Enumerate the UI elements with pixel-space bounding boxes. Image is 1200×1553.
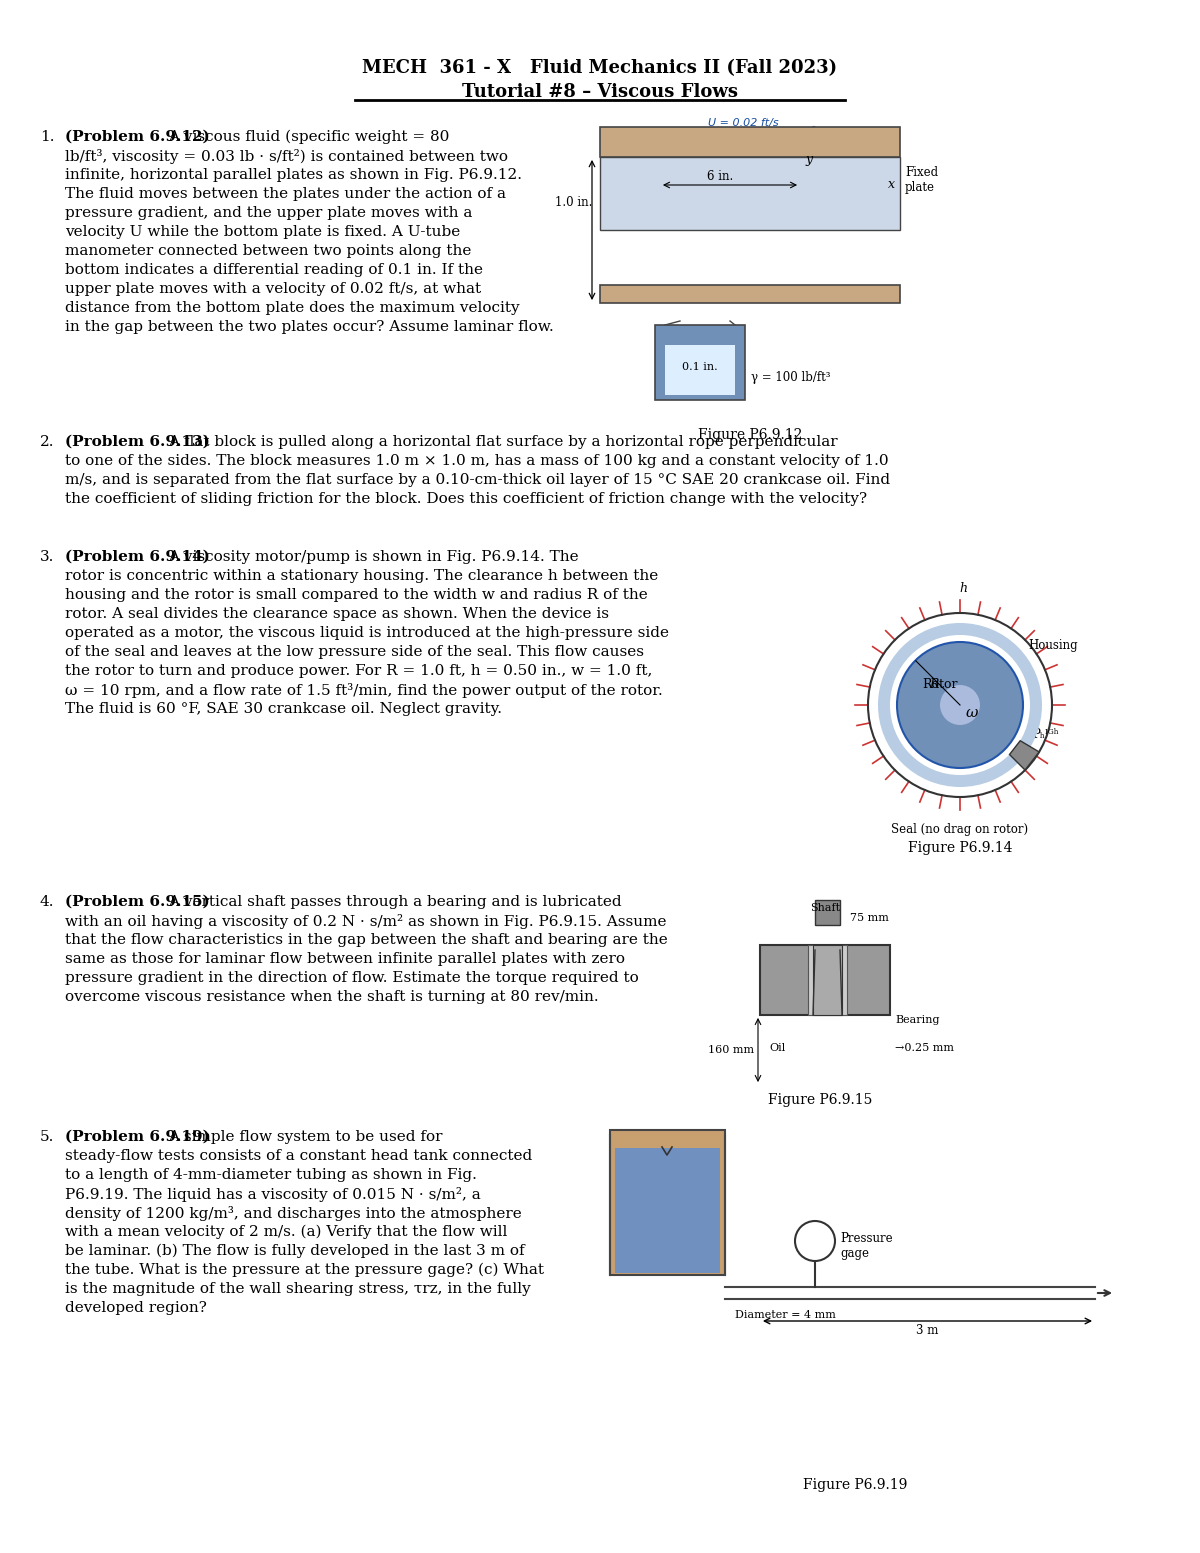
Text: U = 0.02 ft/s: U = 0.02 ft/s	[708, 118, 779, 127]
Text: ω: ω	[966, 707, 978, 721]
Text: 1.: 1.	[40, 130, 54, 144]
Text: infinite, horizontal parallel plates as shown in Fig. P6.9.12.: infinite, horizontal parallel plates as …	[65, 168, 522, 182]
Text: lb/ft³, viscosity = 0.03 lb · s/ft²) is contained between two: lb/ft³, viscosity = 0.03 lb · s/ft²) is …	[65, 149, 508, 165]
Text: x: x	[888, 179, 895, 191]
Text: bottom indicates a differential reading of 0.1 in. If the: bottom indicates a differential reading …	[65, 262, 482, 276]
Text: to a length of 4-mm-diameter tubing as shown in Fig.: to a length of 4-mm-diameter tubing as s…	[65, 1168, 476, 1182]
Text: 3 m: 3 m	[917, 1325, 938, 1337]
Text: 75 mm: 75 mm	[850, 913, 889, 922]
Text: ω = 10 rpm, and a flow rate of 1.5 ft³/min, find the power output of the rotor.: ω = 10 rpm, and a flow rate of 1.5 ft³/m…	[65, 683, 662, 697]
Text: 2.: 2.	[40, 435, 54, 449]
Text: housing and the rotor is small compared to the width w and radius R of the: housing and the rotor is small compared …	[65, 589, 648, 603]
Circle shape	[898, 641, 1022, 769]
Text: Diameter = 4 mm: Diameter = 4 mm	[734, 1311, 836, 1320]
Text: velocity U while the bottom plate is fixed. A U-tube: velocity U while the bottom plate is fix…	[65, 225, 461, 239]
Text: Fixed
plate: Fixed plate	[905, 166, 938, 194]
Text: with an oil having a viscosity of 0.2 N · s/m² as shown in Fig. P6.9.15. Assume: with an oil having a viscosity of 0.2 N …	[65, 915, 666, 929]
Bar	[665, 345, 734, 394]
Text: pressure gradient, and the upper plate moves with a: pressure gradient, and the upper plate m…	[65, 207, 473, 221]
Text: (Problem 6.9.12): (Problem 6.9.12)	[65, 130, 215, 144]
Text: A viscous fluid (specific weight = 80: A viscous fluid (specific weight = 80	[168, 130, 449, 144]
Text: y: y	[805, 152, 812, 166]
Text: A simple flow system to be used for: A simple flow system to be used for	[168, 1131, 443, 1145]
Text: The fluid moves between the plates under the action of a: The fluid moves between the plates under…	[65, 186, 506, 200]
Text: Tutorial #8 – Viscous Flows: Tutorial #8 – Viscous Flows	[462, 82, 738, 101]
Text: Seal (no drag on rotor): Seal (no drag on rotor)	[892, 823, 1028, 837]
Circle shape	[796, 1221, 835, 1261]
Circle shape	[890, 635, 1030, 775]
Text: manometer connected between two points along the: manometer connected between two points a…	[65, 244, 472, 258]
Text: 6 in.: 6 in.	[707, 169, 733, 183]
Text: 5.: 5.	[40, 1131, 54, 1145]
Text: The fluid is 60 °F, SAE 30 crankcase oil. Neglect gravity.: The fluid is 60 °F, SAE 30 crankcase oil…	[65, 702, 502, 716]
Text: Housing: Housing	[1028, 638, 1078, 652]
Text: A viscosity motor/pump is shown in Fig. P6.9.14. The: A viscosity motor/pump is shown in Fig. …	[168, 550, 578, 564]
Text: to one of the sides. The block measures 1.0 m × 1.0 m, has a mass of 100 kg and : to one of the sides. The block measures …	[65, 453, 889, 467]
Text: rotor. A seal divides the clearance space as shown. When the device is: rotor. A seal divides the clearance spac…	[65, 607, 610, 621]
Bar	[808, 944, 847, 1016]
Text: →0.25 mm: →0.25 mm	[895, 1044, 954, 1053]
Text: density of 1200 kg/m³, and discharges into the atmosphere: density of 1200 kg/m³, and discharges in…	[65, 1207, 522, 1221]
Text: A vertical shaft passes through a bearing and is lubricated: A vertical shaft passes through a bearin…	[168, 895, 622, 909]
Text: m/s, and is separated from the flat surface by a 0.10-cm-thick oil layer of 15 °: m/s, and is separated from the flat surf…	[65, 474, 890, 488]
Text: 160 mm: 160 mm	[708, 1045, 754, 1054]
Text: γ = 100 lb/ft³: γ = 100 lb/ft³	[751, 371, 830, 384]
Text: same as those for laminar flow between infinite parallel plates with zero: same as those for laminar flow between i…	[65, 952, 625, 966]
Text: with a mean velocity of 2 m/s. (a) Verify that the flow will: with a mean velocity of 2 m/s. (a) Verif…	[65, 1225, 508, 1239]
Text: upper plate moves with a velocity of 0.02 ft/s, at what: upper plate moves with a velocity of 0.0…	[65, 283, 481, 297]
Text: P6.9.19. The liquid has a viscosity of 0.015 N · s/m², a: P6.9.19. The liquid has a viscosity of 0…	[65, 1186, 481, 1202]
Bar	[814, 944, 842, 1016]
Bar	[610, 1131, 725, 1275]
Text: developed region?: developed region?	[65, 1301, 206, 1315]
Text: Rotor: Rotor	[923, 679, 958, 691]
Text: (Problem 6.9.13): (Problem 6.9.13)	[65, 435, 215, 449]
Text: Figure P6.9.12: Figure P6.9.12	[698, 429, 802, 443]
Text: Oil: Oil	[770, 1044, 786, 1053]
Text: Shaft: Shaft	[810, 902, 840, 913]
Text: that the flow characteristics in the gap between the shaft and bearing are the: that the flow characteristics in the gap…	[65, 933, 667, 947]
Text: MECH  361 - X   Fluid Mechanics II (Fall 2023): MECH 361 - X Fluid Mechanics II (Fall 20…	[362, 59, 838, 78]
Text: A flat block is pulled along a horizontal flat surface by a horizontal rope perp: A flat block is pulled along a horizonta…	[168, 435, 838, 449]
Bar	[600, 127, 900, 157]
Text: in the gap between the two plates occur? Assume laminar flow.: in the gap between the two plates occur?…	[65, 320, 553, 334]
Text: Figure P6.9.19: Figure P6.9.19	[803, 1478, 907, 1492]
Text: (Problem 6.9.19): (Problem 6.9.19)	[65, 1131, 215, 1145]
Text: Pressure
gage: Pressure gage	[840, 1232, 893, 1259]
Text: 3.: 3.	[40, 550, 54, 564]
Text: Figure P6.9.14: Figure P6.9.14	[907, 842, 1013, 856]
Text: be laminar. (b) The flow is fully developed in the last 3 m of: be laminar. (b) The flow is fully develo…	[65, 1244, 524, 1258]
Text: operated as a motor, the viscous liquid is introduced at the high-pressure side: operated as a motor, the viscous liquid …	[65, 626, 670, 640]
Text: 1.0 in.: 1.0 in.	[554, 197, 593, 210]
Circle shape	[878, 623, 1042, 787]
Text: Figure P6.9.15: Figure P6.9.15	[768, 1093, 872, 1107]
Bar	[616, 1148, 720, 1273]
Text: is the magnitude of the wall shearing stress, τrz, in the fully: is the magnitude of the wall shearing st…	[65, 1281, 530, 1297]
Text: (Problem 6.9.14): (Problem 6.9.14)	[65, 550, 215, 564]
Circle shape	[940, 685, 980, 725]
Text: the tube. What is the pressure at the pressure gage? (c) What: the tube. What is the pressure at the pr…	[65, 1263, 544, 1278]
Bar	[760, 944, 890, 1016]
Bar	[815, 901, 840, 926]
Bar	[600, 286, 900, 303]
Text: the coefficient of sliding friction for the block. Does this coefficient of fric: the coefficient of sliding friction for …	[65, 492, 868, 506]
Bar	[600, 157, 900, 230]
Text: 0.1 in.: 0.1 in.	[682, 362, 718, 373]
Text: (Problem 6.9.15): (Problem 6.9.15)	[65, 895, 215, 909]
Text: steady-flow tests consists of a constant head tank connected: steady-flow tests consists of a constant…	[65, 1149, 533, 1163]
Text: pressure gradient in the direction of flow. Estimate the torque required to: pressure gradient in the direction of fl…	[65, 971, 638, 985]
Text: Pₗₒᵂ: Pₗₒᵂ	[1018, 688, 1039, 697]
Text: Pₕᴵᴳʰ: Pₕᴵᴳʰ	[1032, 728, 1058, 741]
Polygon shape	[1009, 741, 1039, 770]
Text: of the seal and leaves at the low pressure side of the seal. This flow causes: of the seal and leaves at the low pressu…	[65, 644, 644, 658]
Text: overcome viscous resistance when the shaft is turning at 80 rev/min.: overcome viscous resistance when the sha…	[65, 989, 599, 1003]
Text: R: R	[929, 679, 938, 691]
Text: distance from the bottom plate does the maximum velocity: distance from the bottom plate does the …	[65, 301, 520, 315]
Text: the rotor to turn and produce power. For R = 1.0 ft, h = 0.50 in., w = 1.0 ft,: the rotor to turn and produce power. For…	[65, 665, 653, 679]
Bar	[655, 325, 745, 401]
Text: Bearing: Bearing	[895, 1016, 940, 1025]
Text: h: h	[959, 582, 967, 595]
Text: 4.: 4.	[40, 895, 54, 909]
Text: rotor is concentric within a stationary housing. The clearance h between the: rotor is concentric within a stationary …	[65, 568, 659, 582]
